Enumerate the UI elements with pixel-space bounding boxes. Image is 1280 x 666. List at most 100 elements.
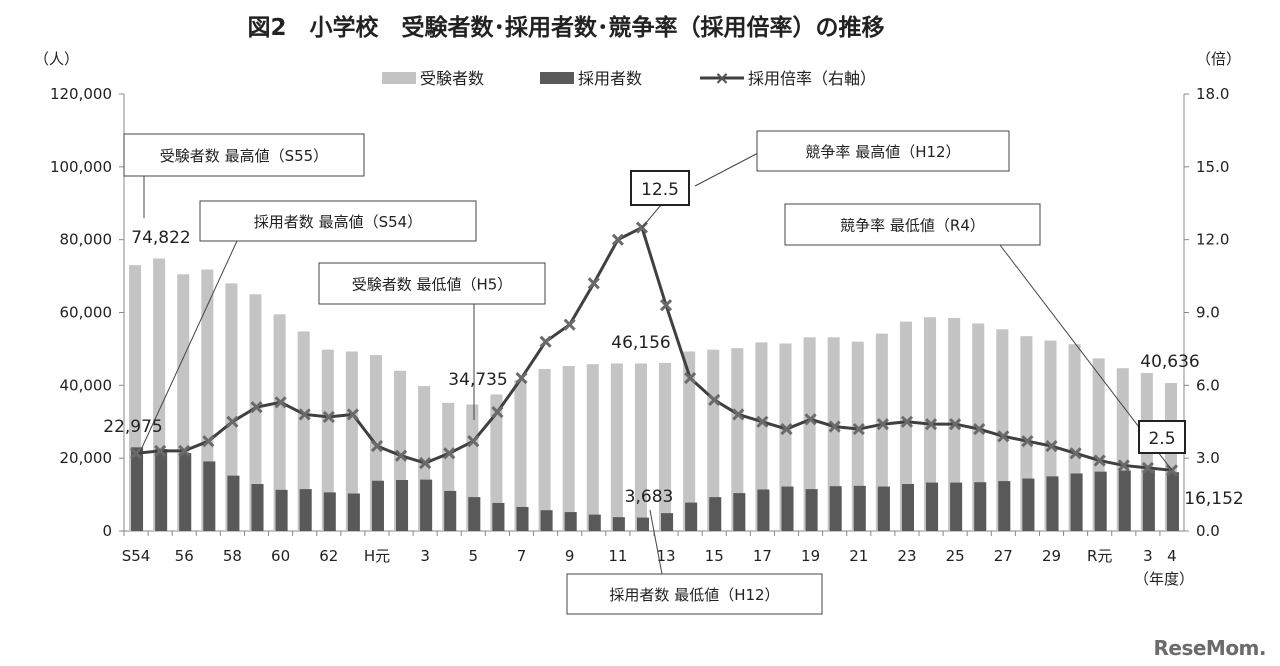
bar-hire <box>323 492 336 531</box>
rate-point-x-stroke <box>1045 439 1058 453</box>
y-right-tick-label: 3.0 <box>1196 449 1220 467</box>
bar-hire <box>757 489 770 531</box>
bar-hire <box>347 493 360 531</box>
data-label-hire-min: 3,683 <box>625 487 674 507</box>
rate-point-x-stroke <box>298 408 311 421</box>
x-tick-label: 25 <box>946 547 965 565</box>
rate-point <box>900 415 914 428</box>
y-left-tick-label: 40,000 <box>60 376 113 394</box>
data-label-rate-min-box <box>1138 420 1186 454</box>
bar-exam <box>755 342 768 531</box>
bar-hire <box>516 506 529 531</box>
rate-point-x-stroke <box>997 430 1010 443</box>
rate-point <box>515 371 528 385</box>
bar-hire <box>155 449 168 531</box>
x-tick-label: 11 <box>608 547 627 565</box>
bar-hire <box>998 481 1011 531</box>
rate-point-x-stroke <box>587 277 600 290</box>
bar-hire <box>926 482 939 531</box>
annotation-rate-min-text: 競争率 最低値（R4） <box>840 217 985 235</box>
bar-exam <box>225 283 238 531</box>
rate-point <box>491 405 504 419</box>
rate-point-x-stroke <box>876 418 889 431</box>
rate-point <box>1141 461 1154 474</box>
rate-point <box>1069 447 1082 460</box>
legend-label-rate: 採用倍率（右軸） <box>748 69 876 88</box>
rate-point <box>443 447 456 460</box>
x-tick-label: 5 <box>469 547 479 565</box>
bar-exam <box>345 351 358 531</box>
x-tick-label: 56 <box>175 547 194 565</box>
rate-point <box>876 418 889 431</box>
rate-point <box>539 335 552 348</box>
bar-exam <box>610 363 623 531</box>
annotation-rate-max-text: 競争率 最高値（H12） <box>805 143 960 161</box>
legend-swatch-exam <box>382 72 416 84</box>
bar-hire <box>1166 472 1179 531</box>
rate-point <box>684 371 697 385</box>
bar-hire <box>1070 473 1083 531</box>
rate-point <box>949 418 962 431</box>
y-right-tick-label: 18.0 <box>1196 85 1229 103</box>
rate-point-x-stroke <box>1069 447 1082 460</box>
legend-swatch-hire <box>540 72 574 84</box>
bar-hire <box>492 502 505 531</box>
rate-point-x-stroke <box>1117 459 1130 472</box>
rate-point <box>756 415 769 428</box>
rate-point-x-stroke <box>852 422 865 436</box>
bar-hire <box>227 475 240 531</box>
annotation-exam-max-text: 受験者数 最高値（S55） <box>160 147 328 165</box>
data-label-rate-min: 2.5 <box>1148 429 1175 449</box>
rate-point-x-stroke <box>732 408 745 421</box>
y-right-unit: （倍） <box>1196 50 1241 68</box>
rate-point-x-stroke <box>467 435 480 448</box>
bar-hire <box>564 512 577 531</box>
bar-exam <box>490 394 503 531</box>
bar-hire <box>275 489 288 531</box>
rate-point-x-stroke <box>973 422 986 436</box>
bar-hire <box>733 493 746 531</box>
bar-hire <box>203 461 216 531</box>
rate-point-x-stroke <box>129 447 143 460</box>
bar-hire <box>950 482 963 531</box>
rate-point-x-stroke <box>949 418 962 431</box>
bar-hire <box>901 484 914 531</box>
x-tick-label: 23 <box>897 547 916 565</box>
x-tick-label: 29 <box>1042 547 1061 565</box>
rate-point <box>129 447 143 460</box>
x-tick-label: 58 <box>223 547 242 565</box>
rate-line-series <box>129 221 1179 477</box>
rate-point <box>154 444 167 457</box>
x-unit: （年度） <box>1134 570 1194 588</box>
rate-point <box>250 401 263 414</box>
bar-exam <box>996 329 1009 531</box>
rate-point <box>467 435 480 448</box>
bar-exam <box>514 379 527 531</box>
rate-point <box>419 456 432 470</box>
rate-point-x-stroke <box>611 233 624 246</box>
rate-point <box>708 393 721 406</box>
rate-point-x-stroke <box>539 335 552 348</box>
rate-point-x-stroke <box>804 413 817 426</box>
rate-point-x-stroke <box>1093 454 1106 467</box>
bar-hire <box>179 453 192 531</box>
x-tick-label: H元 <box>364 547 390 565</box>
rate-point <box>780 422 793 436</box>
bar-hire <box>251 484 264 531</box>
rate-point-x-stroke <box>515 371 528 385</box>
annotation-rate-min-box <box>784 203 1041 246</box>
bar-exam <box>634 363 647 531</box>
rate-point-x-stroke <box>202 435 215 448</box>
rate-point <box>202 435 215 448</box>
y-left-tick-label: 80,000 <box>60 231 113 249</box>
bar-hire <box>709 497 722 531</box>
rate-point-x-stroke <box>708 393 721 406</box>
bar-hire <box>1118 470 1131 531</box>
rate-point <box>1021 435 1034 448</box>
y-left-tick-label: 100,000 <box>50 158 112 176</box>
annotation-rate-max-box <box>756 130 1010 172</box>
rate-point-x-stroke <box>1021 435 1034 448</box>
bar-hire <box>636 517 649 531</box>
rate-point-x-stroke <box>346 408 359 421</box>
